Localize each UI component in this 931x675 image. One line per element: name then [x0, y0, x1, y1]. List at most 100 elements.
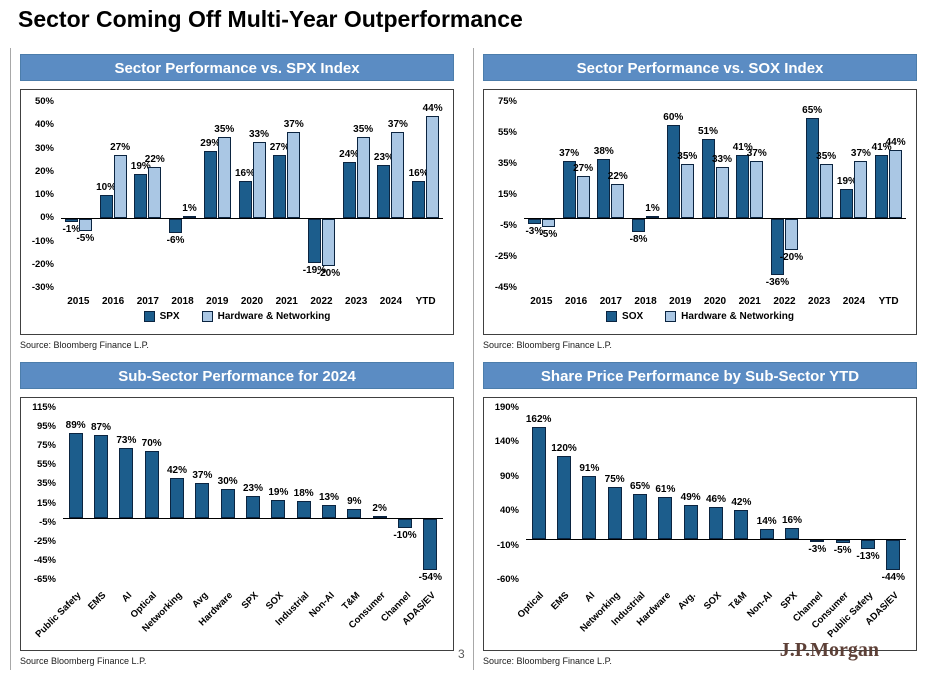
bar	[273, 155, 287, 219]
bar	[541, 219, 555, 227]
value-label: -5%	[833, 545, 852, 557]
value-label: 9%	[347, 496, 362, 508]
y-axis-tick-label: 190%	[494, 402, 519, 413]
value-label: 23%	[242, 482, 264, 494]
bar	[64, 219, 78, 222]
bar	[271, 499, 286, 518]
bar	[238, 181, 252, 219]
y-axis-tick-label: 10%	[34, 189, 54, 200]
legend-swatch-light	[665, 311, 677, 322]
y-axis-tick-label: 30%	[34, 142, 54, 154]
bar	[819, 164, 833, 219]
y-axis-tick-label: 50%	[34, 96, 54, 107]
value-label: 27%	[573, 163, 594, 175]
category-label: 2021	[275, 296, 298, 307]
y-axis-tick-label: 55%	[497, 127, 517, 138]
value-label: 65%	[629, 481, 651, 492]
bar	[144, 451, 159, 518]
value-label: 1%	[182, 202, 197, 214]
value-label: 35%	[214, 123, 235, 135]
bar	[886, 539, 901, 570]
bar	[840, 188, 854, 219]
bar	[683, 505, 698, 539]
value-label: -19%	[302, 265, 327, 277]
bar	[531, 427, 546, 539]
category-label: 2015	[67, 296, 90, 307]
bar	[658, 496, 673, 539]
value-label: 33%	[711, 154, 733, 166]
category-label: 2022	[773, 296, 796, 307]
category-label: 2023	[808, 296, 831, 307]
value-label: -1%	[62, 223, 81, 235]
value-label: 42%	[731, 496, 752, 508]
value-label: 44%	[422, 102, 443, 114]
category-label: 2019	[669, 296, 692, 307]
bar	[134, 174, 148, 219]
bar	[423, 518, 438, 571]
value-label: -3%	[525, 225, 544, 237]
bar	[183, 215, 197, 219]
category-label: 2021	[738, 296, 761, 307]
bar	[220, 489, 235, 518]
value-label: -5%	[76, 232, 95, 244]
value-label: 33%	[248, 128, 270, 140]
value-label: 2%	[372, 502, 387, 514]
legend-label: Hardware & Networking	[217, 311, 331, 322]
bar	[78, 219, 92, 231]
bar	[611, 184, 625, 219]
legend-label: Hardware & Networking	[681, 311, 794, 322]
x-axis-line	[526, 538, 906, 540]
value-label: 42%	[166, 464, 188, 476]
category-label: Optical	[515, 590, 547, 621]
category-label: AI	[119, 590, 135, 605]
bar	[759, 529, 774, 539]
value-label: 65%	[802, 104, 823, 116]
value-label: 19%	[836, 175, 857, 187]
value-label: 19%	[130, 161, 151, 173]
category-label: EMS	[86, 590, 109, 613]
category-label: 2017	[599, 296, 622, 307]
bar	[750, 160, 764, 219]
value-label: 41%	[871, 141, 892, 153]
value-label: 19%	[268, 486, 289, 498]
y-axis-tick-label: 40%	[34, 119, 54, 131]
bar	[666, 125, 680, 219]
chart-box-subsector-ytd: 190% 140% 90% 40% -10% -60% 162% Optical 120% EMS…	[483, 397, 917, 651]
value-label: 18%	[293, 487, 314, 499]
chart-legend: SPX Hardware & Networking	[21, 311, 453, 322]
bar	[391, 132, 405, 219]
value-label: 16%	[781, 514, 803, 526]
value-label: 35%	[816, 151, 837, 162]
bar	[287, 132, 301, 219]
value-label: 44%	[885, 137, 906, 149]
bar	[99, 195, 113, 219]
value-label: 87%	[90, 421, 112, 433]
bar	[377, 164, 391, 219]
chart-header-sox: Sector Performance vs. SOX Index	[483, 54, 917, 81]
bar	[562, 160, 576, 219]
chart-header-subsector-ytd: Share Price Performance by Sub-Sector YT…	[483, 362, 917, 389]
y-axis-tick-label: 140%	[494, 436, 519, 448]
category-label: 2024	[842, 296, 866, 307]
value-label: -10%	[393, 530, 417, 542]
quadrant-subsector-2024: Sub-Sector Performance for 2024 115% 95% 7…	[20, 362, 454, 666]
left-column-divider-line	[10, 48, 11, 670]
right-column-divider-line	[473, 48, 474, 670]
legend-swatch-dark	[143, 311, 155, 322]
value-label: 73%	[116, 435, 137, 447]
value-label: 37%	[387, 119, 408, 131]
bar	[680, 164, 694, 219]
value-label: 30%	[217, 476, 238, 488]
value-label: 70%	[141, 438, 162, 449]
bar	[889, 150, 903, 219]
category-label: 2019	[206, 296, 229, 307]
value-label: 46%	[705, 494, 727, 506]
bar	[784, 219, 798, 251]
bar	[646, 216, 660, 219]
category-label: Non-AI	[744, 590, 775, 620]
category-label: 2018	[634, 296, 657, 307]
y-axis-tick-label: -30%	[31, 282, 54, 293]
y-axis-tick-label: -45%	[33, 554, 56, 566]
bar	[113, 155, 127, 219]
value-label: 37%	[559, 147, 580, 159]
